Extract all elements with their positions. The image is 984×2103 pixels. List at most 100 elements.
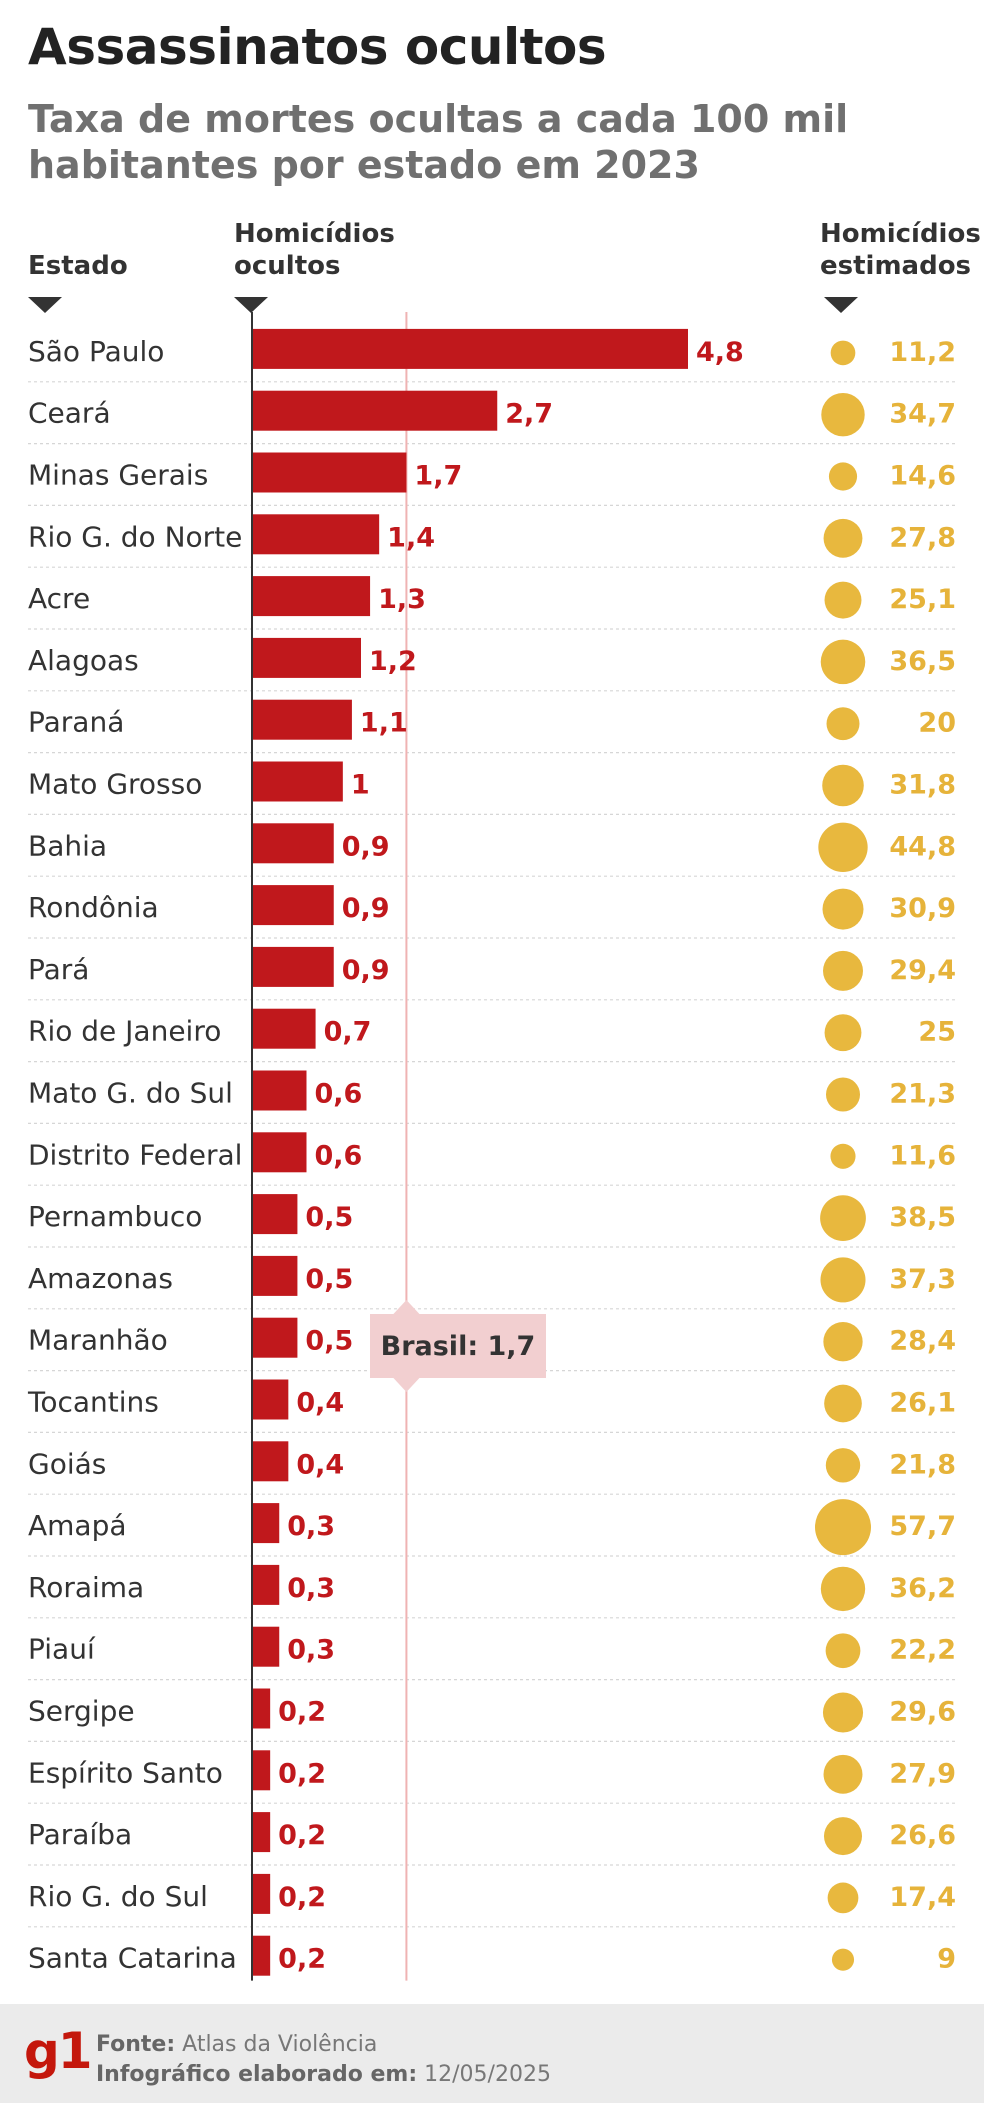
bar bbox=[252, 452, 407, 493]
state-label: Maranhão bbox=[28, 1324, 168, 1357]
bar-value-label: 0,4 bbox=[296, 1388, 344, 1419]
column-header-estado: Estado bbox=[28, 251, 128, 281]
estimate-value-label: 21,8 bbox=[889, 1449, 956, 1480]
bar bbox=[252, 1873, 271, 1914]
state-label: Pará bbox=[28, 953, 89, 986]
estimate-value-label: 17,4 bbox=[889, 1882, 956, 1913]
estimate-bubble bbox=[825, 1633, 861, 1669]
state-label: Rio G. do Sul bbox=[28, 1880, 208, 1913]
estimate-value-label: 57,7 bbox=[889, 1511, 956, 1542]
estimate-value-label: 27,8 bbox=[889, 522, 956, 553]
estimate-bubble bbox=[820, 639, 866, 685]
bar-value-label: 0,5 bbox=[305, 1202, 353, 1233]
bar bbox=[252, 823, 334, 864]
state-label: Rio de Janeiro bbox=[28, 1015, 221, 1048]
bar bbox=[252, 885, 334, 926]
estimate-value-label: 36,5 bbox=[889, 646, 956, 677]
bar bbox=[252, 1008, 316, 1049]
state-label: Espírito Santo bbox=[28, 1756, 223, 1789]
estimate-bubble bbox=[824, 1014, 862, 1052]
down-triangle-icon bbox=[234, 297, 268, 313]
bar bbox=[252, 1317, 298, 1358]
source-label: Fonte: bbox=[96, 2032, 176, 2057]
bar-value-label: 0,2 bbox=[278, 1697, 326, 1728]
estimate-bubble bbox=[822, 888, 864, 930]
bar bbox=[252, 1935, 271, 1976]
estimate-value-label: 9 bbox=[937, 1944, 956, 1975]
estimate-value-label: 37,3 bbox=[889, 1264, 956, 1295]
bar bbox=[252, 390, 498, 431]
date-label: Infográfico elaborado em: bbox=[96, 2062, 418, 2087]
bar-value-label: 1,4 bbox=[387, 522, 435, 553]
estimate-value-label: 28,4 bbox=[889, 1326, 956, 1357]
bar-value-label: 0,5 bbox=[305, 1264, 353, 1295]
estimate-value-label: 20 bbox=[918, 708, 956, 739]
bar-value-label: 1,3 bbox=[378, 584, 426, 615]
bar-value-label: 1,2 bbox=[369, 646, 417, 677]
state-label: Acre bbox=[28, 582, 90, 615]
bar-value-label: 2,7 bbox=[505, 399, 553, 430]
bar-value-label: 0,6 bbox=[315, 1079, 363, 1110]
callout-pointer-bottom bbox=[393, 1378, 420, 1392]
chart-subtitle: Taxa de mortes ocultas a cada 100 mil ha… bbox=[28, 97, 849, 187]
bar-value-label: 0,6 bbox=[315, 1140, 363, 1171]
callout-pointer-top bbox=[393, 1300, 420, 1314]
reference-callout-label: Brasil: 1,7 bbox=[381, 1331, 536, 1362]
bar bbox=[252, 1626, 280, 1667]
state-label: Pernambuco bbox=[28, 1200, 202, 1233]
state-label: Roraima bbox=[28, 1571, 144, 1604]
estimate-bubble bbox=[815, 1499, 871, 1556]
bar-value-label: 0,2 bbox=[278, 1944, 326, 1975]
estimate-value-label: 44,8 bbox=[889, 831, 956, 862]
source-line: Fonte: Atlas da Violência bbox=[96, 2032, 377, 2057]
estimate-value-label: 22,2 bbox=[889, 1635, 956, 1666]
bar bbox=[252, 1812, 271, 1853]
bar-value-label: 0,2 bbox=[278, 1758, 326, 1789]
estimate-bubble bbox=[830, 1143, 856, 1169]
bar-value-label: 1 bbox=[351, 770, 370, 801]
state-label: Mato Grosso bbox=[28, 768, 202, 801]
estimate-value-label: 11,2 bbox=[889, 337, 956, 368]
bar bbox=[252, 1132, 307, 1173]
state-label: Sergipe bbox=[28, 1695, 135, 1728]
estimate-bubble bbox=[823, 950, 863, 991]
g1-logo: g1 bbox=[24, 2022, 93, 2080]
estimate-bubble bbox=[825, 1448, 861, 1483]
state-label: Goiás bbox=[28, 1447, 106, 1480]
chart-title: Assassinatos ocultos bbox=[28, 18, 607, 76]
bar-value-label: 0,3 bbox=[287, 1511, 335, 1542]
estimate-value-label: 38,5 bbox=[889, 1202, 956, 1233]
bar bbox=[252, 1688, 271, 1729]
bar bbox=[252, 1750, 271, 1791]
state-label: Mato G. do Sul bbox=[28, 1077, 233, 1110]
state-label: Paraná bbox=[28, 706, 124, 739]
estimate-value-label: 34,7 bbox=[889, 399, 956, 430]
estimate-value-label: 25 bbox=[918, 1017, 956, 1048]
estimate-bubble bbox=[821, 392, 865, 437]
bar-value-label: 0,9 bbox=[342, 955, 390, 986]
estimate-bubble bbox=[818, 822, 868, 872]
bar bbox=[252, 1194, 298, 1235]
bar bbox=[252, 1255, 298, 1296]
estimate-bubble bbox=[822, 1692, 864, 1733]
estimate-value-label: 25,1 bbox=[889, 584, 956, 615]
estimate-bubble bbox=[831, 1948, 855, 1971]
estimate-bubble bbox=[824, 1384, 862, 1423]
estimate-bubble bbox=[822, 764, 864, 807]
bar-value-label: 0,3 bbox=[287, 1573, 335, 1604]
bar bbox=[252, 1379, 289, 1420]
bar-value-label: 0,7 bbox=[324, 1017, 372, 1048]
estimate-bubble bbox=[826, 707, 860, 741]
estimate-bubble bbox=[820, 1195, 866, 1241]
estimate-bubble bbox=[824, 581, 862, 619]
estimate-bubble bbox=[825, 1077, 861, 1112]
state-label: São Paulo bbox=[28, 335, 164, 368]
bar-value-label: 4,8 bbox=[696, 337, 744, 368]
state-label: Piauí bbox=[28, 1633, 96, 1666]
bar bbox=[252, 514, 380, 555]
bar-value-label: 0,3 bbox=[287, 1635, 335, 1666]
bar bbox=[252, 637, 361, 678]
estimate-bubble bbox=[827, 1882, 859, 1914]
state-label: Santa Catarina bbox=[28, 1942, 237, 1975]
estimate-bubble bbox=[830, 340, 856, 366]
